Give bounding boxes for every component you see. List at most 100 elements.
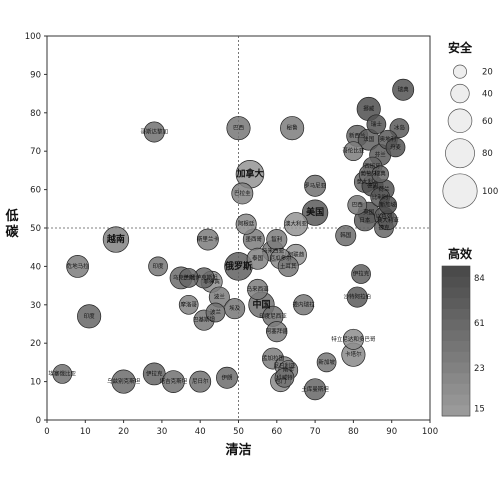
y-tick-label: 90 (30, 70, 41, 80)
bubble (178, 268, 199, 288)
bubble-label: 加拿大 (235, 168, 263, 180)
bubble (247, 278, 269, 300)
size-legend: 安全 20 40 60 80 100 (442, 40, 498, 209)
bubble-label: 俄罗斯 (224, 260, 252, 272)
color-legend-label: 15 (474, 405, 485, 415)
bubble-label: 也门 (275, 377, 286, 385)
size-legend-title: 安全 (448, 40, 473, 55)
color-legend-swatch (442, 383, 470, 396)
bubble-label: 印度 (153, 262, 165, 270)
y-tick-label: 40 (30, 262, 41, 272)
bubble-label: 危地马拉 (67, 262, 90, 270)
bubble-label: 奥地利 (380, 135, 397, 143)
y-axis-title: 低碳 (4, 208, 19, 240)
bubble (246, 247, 269, 270)
y-tick-label: 60 (30, 186, 41, 196)
bubble (102, 226, 130, 253)
bubble-label: 泰国 (252, 254, 264, 262)
bubble-label: 哥伦比亚 (342, 147, 365, 155)
bubble-label: 德国 (367, 181, 379, 189)
bubble-label: 乌克兰 (173, 273, 190, 281)
bubble-label: 土库曼斯坦 (301, 385, 329, 393)
bubble-label: 波兰 (214, 293, 226, 301)
size-legend-circle (453, 64, 467, 79)
bubble (205, 302, 226, 323)
size-legend-label: 80 (482, 149, 493, 159)
x-axis-ticks: 0 10 20 30 40 50 60 70 80 90 100 (44, 420, 438, 437)
bubble (347, 195, 368, 215)
bubble-label: 科威特 (276, 373, 293, 381)
y-axis-ticks: 0 10 20 30 40 50 60 70 80 90 100 (25, 32, 47, 426)
bubble (231, 182, 254, 205)
bubble-label: 冰岛 (394, 124, 406, 132)
bubble-label: 澳大利亚 (377, 216, 400, 224)
bubble (343, 141, 364, 162)
color-legend-label: 84 (474, 274, 485, 284)
bubble-label: 阿塞拜疆 (266, 327, 289, 335)
bubble-label: 挪威 (363, 104, 375, 112)
bubble-label: 委内瑞拉 (293, 300, 316, 308)
bubble-label: 瑞士 (371, 120, 383, 128)
bubble-label: 意大利 (357, 177, 374, 185)
size-legend-circle (450, 83, 470, 104)
x-tick-label: 20 (118, 427, 129, 437)
bubble-label: 芬兰 (375, 151, 387, 159)
bubble-label: 孟加拉国 (262, 354, 285, 362)
bubble-label: 伊拉克 (146, 369, 163, 377)
bubble-label: 埃塞俄比亚 (49, 369, 77, 377)
bubble (266, 321, 288, 343)
color-legend-swatch (442, 266, 470, 278)
bubble (216, 366, 238, 389)
bubble-label: 瑞典 (375, 170, 387, 178)
bubble-label: 罗马尼亚 (304, 181, 327, 189)
x-tick-label: 90 (386, 427, 397, 437)
bubble-label: 伊拉克 (353, 270, 370, 278)
bubble-label: 尼日利亚 (273, 362, 296, 370)
bubble-label: 以色列 (376, 212, 393, 220)
bubble-label: 英国 (363, 208, 375, 216)
color-legend-swatch (442, 362, 470, 374)
bubble (77, 304, 102, 329)
bubble-label: 沙特阿拉伯 (343, 293, 371, 301)
x-tick-label: 80 (348, 427, 359, 437)
size-legend-circle (447, 108, 473, 134)
bubble-label: 哈萨克斯坦 (190, 273, 218, 281)
bubble-label: 日本 (359, 216, 371, 224)
bubble-label: 乌兹别克斯坦 (107, 377, 141, 385)
bubble-label: 越南 (106, 233, 125, 245)
bubble (392, 78, 415, 101)
color-legend: 高效 84 61 23 15 (441, 246, 485, 417)
bubble (366, 114, 387, 135)
bubble-label: 斯里兰卡 (197, 235, 220, 243)
bubble-label: 丹麦 (390, 143, 402, 151)
bubble-label: 菲律宾 (203, 277, 220, 285)
x-tick-label: 10 (80, 427, 91, 437)
bubble-label: 捷克 (379, 224, 391, 232)
color-legend-swatch (442, 405, 470, 417)
y-tick-label: 80 (30, 109, 41, 119)
size-legend-label: 100 (482, 187, 498, 197)
bubble-label: 尼日尔 (192, 377, 209, 385)
bubble-label: 印度 (84, 312, 96, 320)
bubble (342, 328, 364, 350)
size-legend-label: 20 (482, 68, 493, 78)
x-axis-title: 清洁 (225, 442, 251, 458)
bubble-label: 秘鲁 (287, 124, 299, 132)
bubble (283, 212, 308, 237)
bubble-label: 比利时 (372, 193, 389, 201)
bubble (189, 370, 212, 393)
x-tick-label: 60 (271, 427, 282, 437)
bubble-label: 卡塔尔 (345, 350, 362, 358)
bubble (371, 165, 389, 183)
size-legend-circle (442, 173, 478, 209)
bubble (293, 294, 315, 316)
x-tick-label: 100 (422, 427, 438, 437)
y-tick-label: 100 (25, 32, 41, 42)
color-legend-title: 高效 (448, 246, 473, 261)
bubble-label: 新西兰 (349, 131, 366, 139)
bubble-label: 波兰 (210, 308, 222, 316)
color-legend-swatch (442, 276, 470, 288)
bubble (277, 255, 299, 277)
bubble-label: 巴拉圭 (234, 189, 251, 197)
